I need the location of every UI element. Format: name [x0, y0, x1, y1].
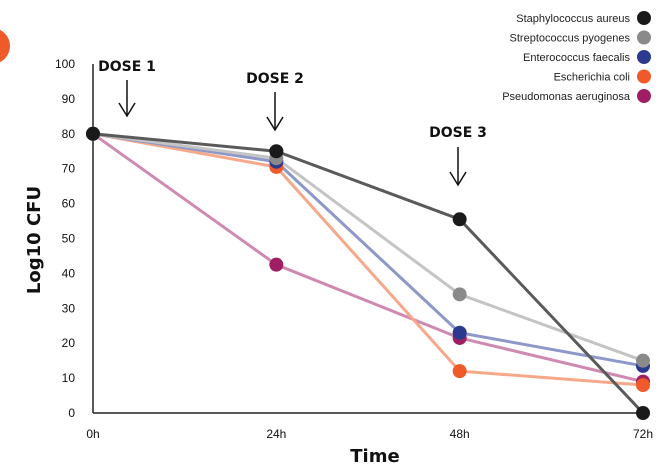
y-tick-label: 90: [62, 92, 76, 106]
x-tick-label: 0h: [86, 427, 99, 441]
y-tick-labels: 0 10 20 30 40 50 60 70 80 90 100: [55, 57, 75, 420]
legend-swatch: [637, 69, 651, 84]
data-point: [269, 257, 284, 272]
x-axis-title: Time: [350, 446, 399, 467]
data-point: [452, 212, 467, 227]
legend-label: Streptococcus pyogenes: [510, 33, 631, 45]
data-point: [86, 126, 100, 141]
y-axis-title: Log10 CFU: [24, 186, 45, 294]
series-lines: [92, 132, 645, 415]
legend-swatch: [637, 50, 651, 64]
dose-arrow-head: [118, 102, 136, 118]
series-line: [92, 132, 644, 387]
dose-label: DOSE 1: [98, 59, 156, 75]
series-line: [92, 132, 644, 368]
data-point: [636, 378, 650, 393]
legend-swatch: [637, 89, 651, 103]
y-tick-label: 0: [68, 406, 75, 420]
y-tick-label: 50: [62, 232, 76, 246]
y-tick-label: 40: [62, 266, 76, 280]
legend-label: Escherichia coli: [554, 72, 630, 84]
x-tick-label: 24h: [266, 427, 286, 441]
data-point: [269, 144, 284, 159]
y-tick-label: 20: [62, 336, 76, 350]
y-tick-label: 10: [62, 371, 76, 385]
legend-swatch: [637, 30, 651, 45]
dose-annotations: DOSE 1 DOSE 2 DOSE 3: [98, 59, 487, 187]
data-point: [636, 353, 650, 368]
series-line: [92, 132, 644, 363]
series-markers: [86, 126, 650, 420]
x-tick-label: 72h: [633, 427, 653, 441]
y-tick-label: 30: [62, 301, 76, 315]
dose-label: DOSE 3: [429, 125, 487, 141]
dose-arrow-head: [266, 116, 284, 132]
legend-label: Staphylococcus aureus: [516, 13, 630, 25]
x-tick-label: 48h: [450, 427, 470, 441]
y-tick-label: 80: [62, 127, 76, 141]
dose-label: DOSE 2: [246, 71, 304, 87]
y-tick-label: 100: [55, 57, 75, 71]
x-tick-labels: 0h 24h 48h 72h: [86, 427, 653, 441]
legend-swatch: [637, 11, 651, 25]
series-line: [92, 132, 645, 415]
data-point: [452, 364, 467, 379]
data-point: [452, 325, 467, 340]
data-point: [452, 287, 467, 302]
legend-label: Enterococcus faecalis: [523, 52, 630, 64]
legend-label: Pseudomonas aeruginosa: [502, 91, 631, 103]
y-tick-label: 70: [62, 162, 76, 176]
decorative-circle: [0, 29, 10, 63]
data-point: [636, 406, 650, 420]
legend: Staphylococcus aureus Streptococcus pyoge…: [502, 11, 651, 103]
axes: [92, 64, 643, 414]
series-line: [92, 132, 644, 384]
y-tick-label: 60: [62, 197, 76, 211]
dose-arrow-head: [449, 171, 467, 187]
